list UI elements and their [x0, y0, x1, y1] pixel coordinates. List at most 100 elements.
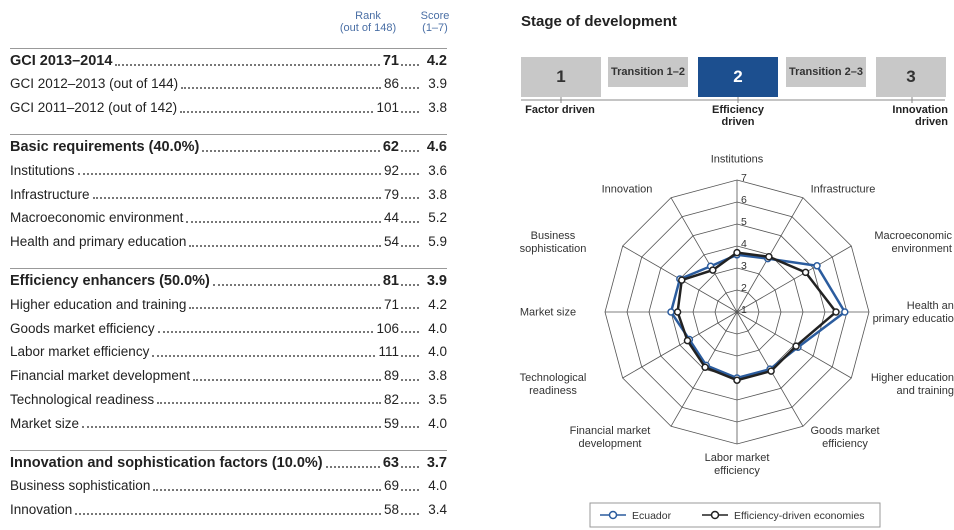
leader-dots	[152, 354, 376, 357]
rank-label: Rank	[355, 10, 381, 22]
axis-label: Business sophistication	[519, 230, 587, 255]
axis-label: Infrastructure	[810, 183, 876, 196]
section-heading: Basic requirements (40.0%) 62 4.6	[10, 134, 447, 159]
table-row: Business sophistication 69 4.0	[10, 474, 447, 498]
row-score: 3.7	[426, 455, 447, 471]
rank-header: Rank (out of 148)	[330, 10, 406, 34]
leader-dots	[401, 64, 419, 66]
row-rank: 106	[376, 320, 399, 336]
leader-dots	[115, 64, 380, 66]
row-label: Macroeconomic environment	[10, 210, 184, 226]
row-rank: 54	[383, 234, 399, 250]
row-rank: 92	[383, 162, 399, 178]
stage-box: Transition 1–2	[608, 57, 688, 87]
row-score: 3.9	[428, 76, 447, 92]
leader-dots	[181, 86, 381, 89]
row-rank: 101	[376, 100, 399, 116]
table-row: Innovation 58 3.4	[10, 498, 447, 522]
leader-dots	[401, 488, 419, 491]
spoke	[622, 311, 738, 379]
row-score: 3.8	[428, 186, 447, 202]
legend-box	[589, 502, 881, 528]
table-row: GCI 2012–2013 (out of 144) 86 3.9	[10, 72, 447, 96]
spoke	[670, 197, 738, 313]
row-score: 3.8	[428, 368, 447, 384]
row-score: 4.0	[428, 415, 447, 431]
row-label: Health and primary education	[10, 234, 187, 250]
row-label: Basic requirements (40.0%)	[10, 139, 200, 156]
axis-label: Financial market development	[569, 425, 651, 450]
series-marker	[801, 268, 810, 277]
leader-dots	[401, 466, 419, 468]
legend-label: Ecuador	[632, 510, 672, 522]
axis-label: Institutions	[710, 153, 764, 166]
row-label: Higher education and training	[10, 296, 187, 312]
row-score: 5.2	[428, 210, 447, 226]
row-label: Technological readiness	[10, 391, 155, 407]
leader-dots	[401, 86, 419, 89]
row-rank: 89	[383, 368, 399, 384]
series-marker	[733, 376, 741, 384]
row-rank: 111	[378, 344, 399, 360]
series-marker	[813, 262, 821, 270]
series-marker	[765, 252, 773, 261]
row-rank: 62	[382, 139, 399, 156]
axis-label: Higher education and training	[870, 372, 954, 397]
row-label: Efficiency enhancers (50.0%)	[10, 273, 210, 290]
leader-dots	[401, 197, 419, 199]
row-rank: 79	[383, 186, 399, 202]
row-label: Innovation and sophistication factors (1…	[10, 455, 323, 471]
leader-dots	[401, 402, 419, 405]
row-score: 4.0	[428, 344, 447, 360]
table-row: Technological readiness 82 3.5	[10, 387, 447, 411]
row-label: Goods market efficiency	[10, 320, 155, 336]
stage-label: Factor driven	[525, 104, 595, 116]
r-tick-label: 7	[741, 172, 747, 184]
series-marker	[733, 248, 741, 257]
leader-dots	[202, 150, 380, 153]
table-row: Higher education and training 71 4.2	[10, 292, 447, 316]
series-marker	[677, 276, 686, 284]
leader-dots	[77, 173, 381, 176]
legend-label: Efficiency-driven economies	[734, 510, 865, 522]
score-note: (1–7)	[422, 22, 448, 34]
row-rank: 71	[382, 53, 399, 69]
row-label: GCI 2013–2014	[10, 53, 113, 69]
stage-box: Transition 2–3	[786, 57, 866, 87]
axis-label: Macroeconomic environment	[874, 230, 952, 255]
row-rank: 44	[383, 210, 399, 226]
row-label: Innovation	[10, 502, 73, 518]
series-marker	[709, 266, 717, 274]
table-row: Infrastructure 79 3.8	[10, 182, 447, 206]
stage-label: Efficiency driven	[712, 104, 764, 128]
spoke	[736, 245, 852, 313]
leader-dots	[212, 284, 380, 287]
row-label: Business sophistication	[10, 478, 151, 494]
leader-dots	[193, 378, 381, 381]
row-score: 3.8	[428, 100, 447, 116]
row-rank: 81	[382, 273, 399, 290]
leader-dots	[92, 197, 381, 199]
axis-label: Technological readiness	[519, 372, 587, 397]
row-label: Market size	[10, 415, 80, 431]
leader-dots	[153, 488, 381, 491]
score-label: Score	[420, 10, 450, 22]
table-row: Market size 59 4.0	[10, 411, 447, 435]
axis-label: Labor market efficiency	[704, 452, 770, 477]
series-marker	[792, 342, 800, 350]
row-score: 4.2	[428, 296, 447, 312]
section-heading: Innovation and sophistication factors (1…	[10, 450, 447, 475]
series-marker	[673, 308, 682, 316]
row-label: GCI 2012–2013 (out of 144)	[10, 76, 179, 92]
row-score: 5.9	[428, 234, 447, 250]
row-rank: 69	[383, 478, 399, 494]
row-rank: 71	[383, 296, 399, 312]
table-row: Macroeconomic environment 44 5.2	[10, 206, 447, 230]
row-label: GCI 2011–2012 (out of 142)	[10, 100, 178, 116]
r-tick-label: 6	[741, 194, 747, 206]
leader-dots	[401, 150, 419, 153]
leader-dots	[401, 173, 419, 176]
axis-label: Goods market efficiency	[810, 425, 880, 450]
leader-dots	[75, 512, 381, 515]
